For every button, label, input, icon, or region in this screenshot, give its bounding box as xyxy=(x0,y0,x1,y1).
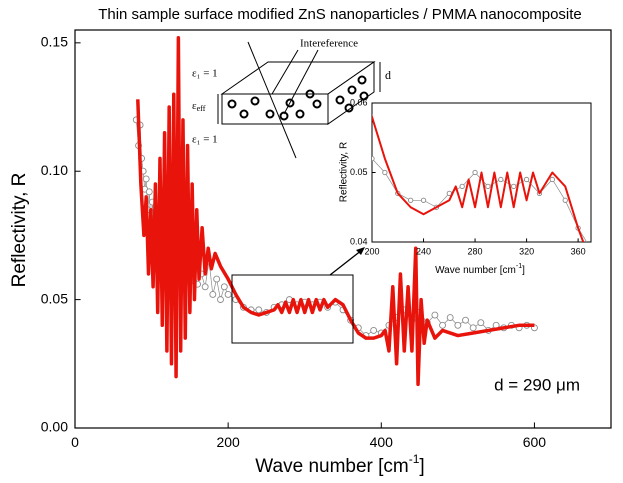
data-point xyxy=(431,311,439,319)
data-point xyxy=(459,183,465,190)
data-point xyxy=(472,169,478,176)
inset-x-title-sup: -1 xyxy=(516,263,522,270)
x-axis-title-end: ] xyxy=(419,456,424,477)
y-tick-label: 0.05 xyxy=(41,290,68,306)
data-point xyxy=(255,306,263,314)
data-point xyxy=(213,275,221,283)
x-tick-label: 200 xyxy=(364,246,379,256)
diagram-label: d xyxy=(385,68,391,82)
series-group xyxy=(132,35,538,387)
axes: 200 240 280 320 360 0.04 0.05 0.06 xyxy=(250,0,619,272)
data-point xyxy=(477,319,485,327)
x-tick-label: 280 xyxy=(468,246,483,256)
data-point xyxy=(280,45,284,49)
x-tick-label: 240 xyxy=(416,246,431,256)
data-point xyxy=(142,175,150,183)
diagram-label: ε₁ = 1 xyxy=(192,68,218,80)
data-point xyxy=(562,197,568,203)
data-point xyxy=(382,169,388,176)
y-tick-label: 0.05 xyxy=(350,167,368,177)
zoom-box xyxy=(231,274,354,344)
diagram: Intereference d ε₁ = 1 εeff ε₁ = 1 xyxy=(192,38,391,159)
plot-frame xyxy=(74,29,612,429)
data-point xyxy=(485,183,491,190)
data-point xyxy=(271,31,275,35)
y-tick-label: 0.06 xyxy=(350,97,368,107)
data-point xyxy=(615,254,619,258)
data-point xyxy=(498,176,504,183)
zoom-arrow-head xyxy=(356,247,365,255)
data-point xyxy=(250,0,254,1)
data-point xyxy=(549,176,556,183)
data-point xyxy=(454,321,462,329)
slab-front xyxy=(221,93,329,125)
data-line xyxy=(372,157,588,242)
data-point xyxy=(331,136,335,140)
fit-line xyxy=(136,35,535,387)
data-point xyxy=(407,197,414,203)
data-point xyxy=(439,321,446,329)
fit-line xyxy=(372,114,585,242)
data-point xyxy=(209,291,217,298)
x-tick-label: 600 xyxy=(523,434,547,450)
data-point xyxy=(523,176,530,183)
data-point xyxy=(224,291,232,298)
data-point xyxy=(589,247,593,251)
data-point xyxy=(255,31,259,35)
y-tick-label: 0.00 xyxy=(41,419,68,435)
ray xyxy=(247,41,297,159)
series-group xyxy=(250,0,619,272)
x-tick-label: 400 xyxy=(370,434,394,450)
annotation: d = 290 μm xyxy=(494,375,580,394)
inset-x-title: Wave number [cm-1] xyxy=(435,263,525,276)
ray xyxy=(283,49,319,115)
inset-y-title: Reflectivity, R xyxy=(339,142,350,202)
x-axis-title-text: Wave number [cm xyxy=(255,456,408,477)
data-point xyxy=(318,129,322,133)
data-point xyxy=(511,183,517,190)
data-point xyxy=(372,155,375,162)
data-point xyxy=(363,136,367,140)
diagram-label: ε₁ = 1 xyxy=(192,134,218,146)
particles xyxy=(227,75,369,121)
x-axis-title-sup: -1 xyxy=(409,452,420,466)
data-point xyxy=(420,197,427,203)
x-tick-label: 360 xyxy=(571,246,586,256)
ray xyxy=(271,49,299,95)
zoom-arrow xyxy=(329,249,363,276)
diagram-label: ε xyxy=(192,100,197,112)
data-point xyxy=(260,45,264,49)
x-tick-label: 0 xyxy=(71,434,79,450)
inset-x-title-text: Wave number [cm xyxy=(435,265,516,276)
x-axis-title: Wave number [cm-1] xyxy=(255,452,424,477)
diagram-label: εeff xyxy=(192,100,206,113)
data-point xyxy=(145,188,153,196)
diagram-label: Intereference xyxy=(300,38,358,50)
diagram-label-sub: eff xyxy=(197,104,206,113)
data-point xyxy=(370,326,378,334)
data-point xyxy=(201,283,209,291)
data-point xyxy=(220,283,228,291)
data-point xyxy=(350,115,354,119)
data-point xyxy=(602,268,606,272)
chart-title: Thin sample surface modified ZnS nanopar… xyxy=(98,6,582,23)
y-tick-label: 0.04 xyxy=(350,236,368,246)
data-point xyxy=(217,296,224,304)
inset-x-title-end: ] xyxy=(522,265,525,276)
data-point xyxy=(446,314,454,322)
y-tick-label: 0.15 xyxy=(41,34,68,50)
y-tick-label: 0.10 xyxy=(41,162,68,178)
axes: 0 200 400 600 0.00 0.05 0.10 0.15 xyxy=(41,34,547,451)
y-axis-title: Reflectivity, R xyxy=(9,173,30,288)
x-tick-label: 200 xyxy=(216,434,240,450)
x-tick-label: 320 xyxy=(519,246,534,256)
data-point xyxy=(469,324,477,332)
data-point xyxy=(462,316,469,324)
